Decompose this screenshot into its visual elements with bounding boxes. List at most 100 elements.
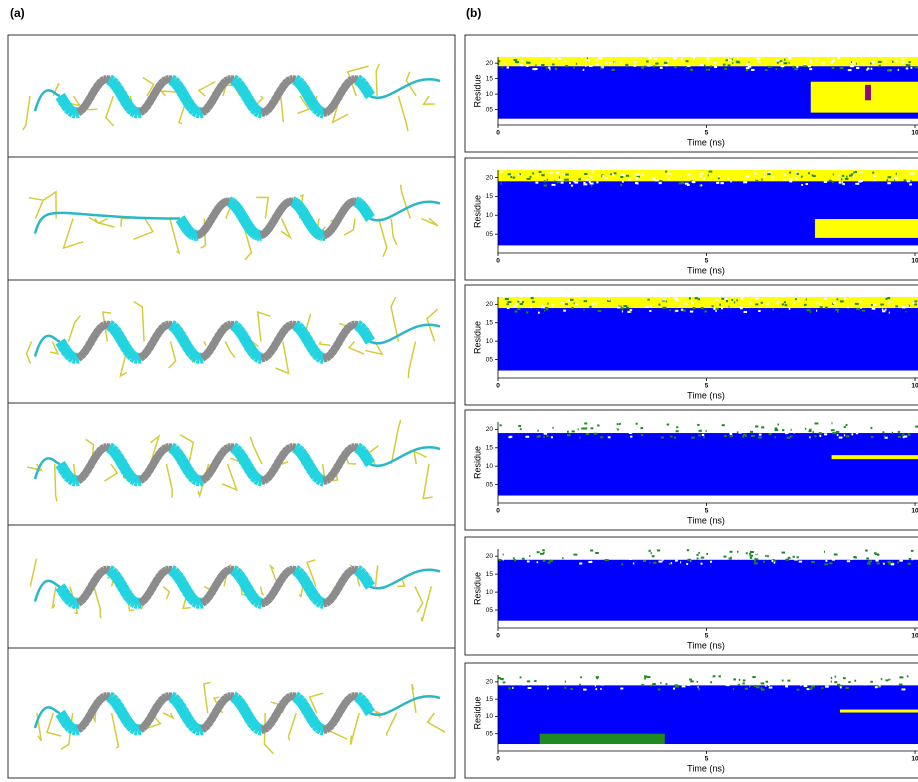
speckle <box>821 62 824 64</box>
speckle <box>887 297 890 299</box>
helix-ribbon <box>112 698 115 701</box>
helix-ribbon <box>184 713 187 717</box>
helix-ribbon <box>192 599 195 602</box>
helix-ribbon <box>86 100 89 104</box>
helix-ribbon <box>161 698 164 701</box>
speckle <box>526 678 529 680</box>
speckle <box>700 173 703 175</box>
speckle <box>846 424 848 426</box>
helix-ribbon <box>138 112 141 113</box>
helix-ribbon <box>311 717 314 721</box>
speckle <box>899 676 903 678</box>
speckle <box>854 556 857 558</box>
speckle <box>811 561 815 563</box>
helix-ribbon <box>212 96 215 100</box>
helix-ribbon <box>357 80 360 82</box>
speckle <box>628 179 631 181</box>
speckle <box>776 68 778 70</box>
speckle <box>653 562 656 564</box>
speckle <box>540 553 544 555</box>
helix-ribbon <box>251 722 254 726</box>
speckle <box>601 684 604 686</box>
speckle <box>674 310 675 312</box>
x-axis-label: Time (ns) <box>687 763 725 773</box>
helix-ribbon <box>269 722 272 726</box>
speckle <box>543 436 545 438</box>
speckle <box>844 298 845 300</box>
speckle <box>655 63 658 65</box>
helix-ribbon <box>91 582 94 586</box>
speckle <box>655 179 659 181</box>
dssp-map <box>498 57 918 125</box>
helix-ribbon <box>153 92 156 96</box>
speckle <box>558 57 559 59</box>
speckle <box>605 679 607 681</box>
speckle <box>673 57 676 59</box>
speckle <box>710 65 711 67</box>
speckle <box>880 304 884 306</box>
speckle <box>595 59 597 61</box>
helix-ribbon <box>311 226 313 228</box>
speckle <box>749 685 750 687</box>
speckle <box>526 551 528 553</box>
speckle <box>649 310 651 312</box>
speckle <box>720 182 723 184</box>
coil-floor <box>498 621 918 628</box>
helix-ribbon <box>76 112 79 113</box>
helix-ribbon <box>140 601 143 603</box>
speckle <box>906 67 909 69</box>
speckle <box>761 179 763 181</box>
x-tick-label: 10 <box>911 258 918 265</box>
helix-ribbon <box>209 221 211 224</box>
speckle <box>824 433 827 435</box>
helix-ribbon <box>357 325 360 327</box>
helix-ribbon <box>343 209 345 211</box>
helix-ribbon <box>81 354 84 357</box>
speckle <box>697 681 698 683</box>
helix-ribbon <box>282 701 285 705</box>
speckle <box>558 554 560 556</box>
y-axis-label: Residue <box>472 572 482 605</box>
helix-ribbon <box>130 725 133 728</box>
helix-ribbon <box>254 476 257 479</box>
speckle <box>598 310 601 312</box>
speckle <box>583 689 586 691</box>
speckle <box>706 69 707 71</box>
helix-ribbon <box>318 111 321 113</box>
helix-ribbon <box>145 595 148 599</box>
speckle <box>745 435 747 437</box>
speckle <box>837 434 839 436</box>
helix-ribbon <box>285 81 288 84</box>
speckle <box>706 553 708 555</box>
speckle <box>840 686 842 688</box>
helix-ribbon <box>275 216 277 219</box>
speckle <box>730 556 731 558</box>
speckle <box>637 427 641 429</box>
speckle <box>752 676 755 678</box>
speckle <box>755 298 759 300</box>
speckle <box>499 679 500 681</box>
speckle <box>805 428 806 430</box>
speckle <box>757 58 760 60</box>
speckle <box>584 422 587 424</box>
x-tick-label: 0 <box>496 383 500 390</box>
helix-ribbon <box>88 713 91 717</box>
helix-ribbon <box>365 211 367 213</box>
helix-ribbon <box>218 705 221 709</box>
speckle <box>686 563 688 565</box>
x-tick-label: 10 <box>911 756 918 763</box>
speckle <box>539 63 541 65</box>
helix-ribbon <box>138 729 141 730</box>
helix-ribbon <box>119 337 122 341</box>
speckle <box>651 680 654 682</box>
speckle <box>853 172 854 174</box>
speckle <box>565 65 568 67</box>
helix-ribbon <box>225 448 228 450</box>
speckle <box>824 563 828 565</box>
speckle <box>778 557 781 559</box>
helix-ribbon <box>300 452 303 456</box>
speckle <box>870 550 872 552</box>
speckle <box>701 557 704 559</box>
helix-ribbon <box>267 725 270 728</box>
speckle <box>860 301 862 303</box>
